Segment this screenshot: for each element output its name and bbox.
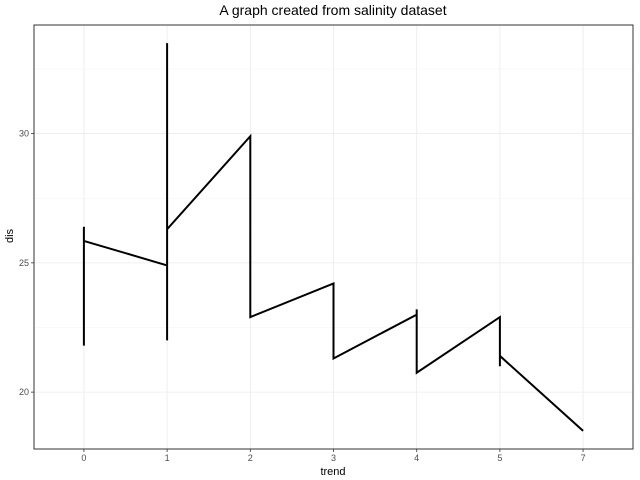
series-layer — [82, 43, 584, 432]
x-tick-label: 4 — [414, 453, 419, 463]
y-axis-title: dis — [4, 228, 16, 243]
x-tick-label: 3 — [331, 453, 336, 463]
chart-title: A graph created from salinity dataset — [219, 2, 446, 18]
x-tick-label: 1 — [165, 453, 170, 463]
y-axis: 20 25 30 — [19, 129, 34, 397]
y-tick-label: 20 — [19, 387, 29, 397]
x-axis: 0 1 2 3 4 5 7 — [81, 449, 586, 463]
x-tick-label: 5 — [497, 453, 502, 463]
y-tick-label: 30 — [19, 129, 29, 139]
x-tick-label: 7 — [581, 453, 586, 463]
y-tick-label: 25 — [19, 258, 29, 268]
grid — [34, 25, 633, 449]
x-tick-label: 0 — [81, 453, 86, 463]
series-line — [82, 43, 584, 432]
x-tick-label: 2 — [248, 453, 253, 463]
x-axis-title: trend — [320, 466, 345, 478]
